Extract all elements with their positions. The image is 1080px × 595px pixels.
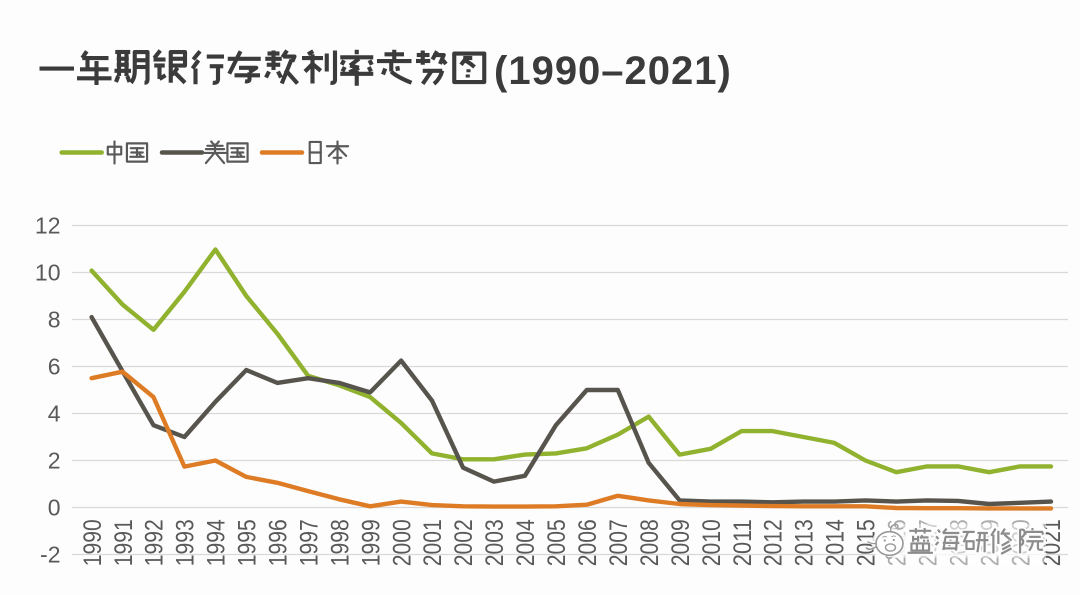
- svg-text:2006: 2006: [574, 519, 602, 566]
- svg-text:2008: 2008: [636, 519, 664, 566]
- svg-text:2005: 2005: [543, 519, 571, 566]
- svg-text:8: 8: [48, 307, 61, 333]
- svg-text:1994: 1994: [203, 519, 231, 566]
- svg-text:4: 4: [48, 401, 61, 427]
- svg-text:2004: 2004: [512, 519, 540, 566]
- svg-text:6: 6: [48, 354, 61, 380]
- svg-text:2010: 2010: [698, 519, 726, 566]
- svg-text:1998: 1998: [326, 519, 354, 566]
- svg-text:1997: 1997: [295, 519, 323, 566]
- svg-text:1991: 1991: [110, 519, 138, 566]
- svg-text:2003: 2003: [481, 519, 509, 566]
- svg-text:2014: 2014: [822, 519, 850, 566]
- svg-text:1996: 1996: [265, 519, 293, 566]
- svg-text:2001: 2001: [419, 519, 447, 566]
- svg-text:2013: 2013: [791, 519, 819, 566]
- svg-text:2011: 2011: [729, 519, 757, 566]
- svg-text:1999: 1999: [357, 519, 385, 566]
- svg-text:1990: 1990: [79, 519, 107, 566]
- svg-text:-2: -2: [40, 542, 60, 568]
- svg-text:(1990–2021): (1990–2021): [494, 49, 732, 93]
- svg-text:2012: 2012: [760, 519, 788, 566]
- svg-text:1993: 1993: [172, 519, 200, 566]
- svg-text:10: 10: [35, 260, 61, 286]
- svg-text:1992: 1992: [141, 519, 169, 566]
- svg-text:2009: 2009: [667, 519, 695, 566]
- svg-text:12: 12: [35, 213, 61, 239]
- svg-text:1995: 1995: [234, 519, 262, 566]
- svg-text:0: 0: [48, 495, 61, 521]
- svg-text:2002: 2002: [450, 519, 478, 566]
- svg-text:2000: 2000: [388, 519, 416, 566]
- svg-text:2: 2: [48, 448, 61, 474]
- svg-text:2007: 2007: [605, 519, 633, 566]
